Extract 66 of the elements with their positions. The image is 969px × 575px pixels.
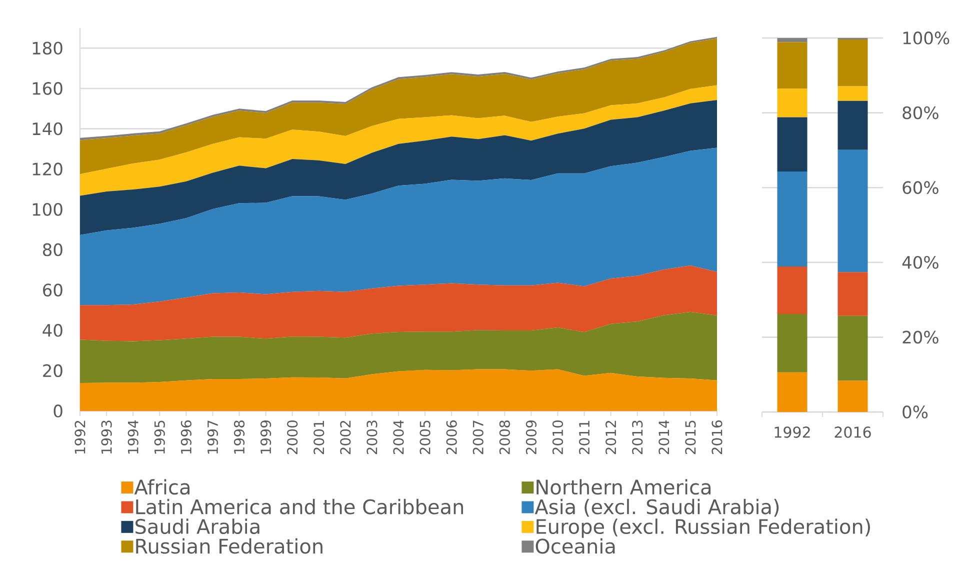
bar — [777, 88, 808, 118]
y-tick-label: 120 — [32, 162, 62, 176]
y-tick-label: 20% — [902, 330, 938, 344]
x-tick-label: 2016 — [834, 426, 871, 438]
legend-label: Asia (excl. Saudi Arabia) — [534, 498, 779, 517]
x-tick-label: 2008 — [499, 420, 510, 454]
bar — [838, 100, 868, 150]
x-tick-label: 1996 — [180, 420, 192, 454]
x-tick-label: 2016 — [712, 420, 722, 454]
y-tick-label: 180 — [32, 42, 62, 55]
bar — [777, 266, 808, 314]
legend-label: Saudi Arabia — [136, 518, 260, 534]
x-tick-label: 2006 — [446, 420, 457, 454]
x-tick-label: 1994 — [128, 420, 138, 454]
x-tick-label: 2013 — [632, 420, 643, 454]
bar — [838, 380, 868, 412]
bar — [838, 39, 868, 86]
bar — [838, 86, 868, 101]
x-tick-label: 2004 — [393, 420, 404, 454]
x-tick-label: 2009 — [526, 420, 537, 454]
x-tick-label: 2011 — [578, 420, 590, 454]
y-tick-label: 80 — [43, 243, 62, 256]
bar — [777, 314, 808, 372]
y-tick-label: 160 — [32, 82, 62, 95]
bar — [777, 117, 808, 172]
legend-label: Russian Federation — [136, 538, 322, 554]
bar — [838, 272, 868, 316]
bar — [838, 316, 868, 381]
y-tick-label: 100% — [903, 32, 950, 44]
y-tick-label: 60 — [43, 284, 62, 296]
y-tick-label: 60% — [902, 181, 938, 194]
legend-label: Northern America — [536, 479, 711, 495]
x-tick-label: 1998 — [234, 420, 245, 454]
x-tick-label: 2010 — [552, 420, 564, 454]
legend-label: Latin America and the Caribbean — [136, 498, 464, 514]
x-tick-label: 2001 — [314, 420, 324, 454]
x-tick-label: 2000 — [287, 420, 298, 454]
x-tick-label: 2005 — [420, 420, 430, 454]
y-tick-label: 0% — [902, 406, 928, 418]
bar — [838, 150, 868, 272]
x-tick-label: 1997 — [207, 420, 218, 454]
x-tick-label: 1999 — [260, 420, 272, 454]
bar — [777, 38, 808, 42]
legend-label: Oceania — [536, 538, 615, 554]
bar — [777, 372, 808, 412]
x-tick-label: 2003 — [366, 420, 378, 454]
y-tick-label: 100 — [32, 202, 62, 216]
legend-label: Africa — [134, 479, 190, 495]
y-tick-label: 0 — [54, 404, 62, 418]
y-tick-label: 40 — [42, 324, 62, 337]
y-tick-label: 20 — [43, 364, 62, 378]
bar — [777, 172, 808, 266]
x-tick-label: 2002 — [340, 420, 351, 454]
y-tick-label: 140 — [32, 122, 62, 136]
x-tick-label: 2007 — [472, 420, 484, 454]
legend-label: Europe (excl. Russian Federation) — [536, 518, 870, 538]
bar — [777, 42, 808, 88]
x-tick-label: 2015 — [685, 420, 696, 454]
x-tick-label: 2012 — [606, 420, 616, 454]
y-tick-label: 80% — [902, 106, 938, 120]
x-tick-label: 1992 — [74, 420, 86, 454]
x-tick-label: 1995 — [154, 420, 165, 454]
y-tick-label: 40% — [902, 256, 938, 269]
x-tick-label: 1992 — [774, 426, 810, 438]
x-tick-label: 1993 — [101, 420, 112, 454]
x-tick-label: 2014 — [658, 420, 670, 454]
